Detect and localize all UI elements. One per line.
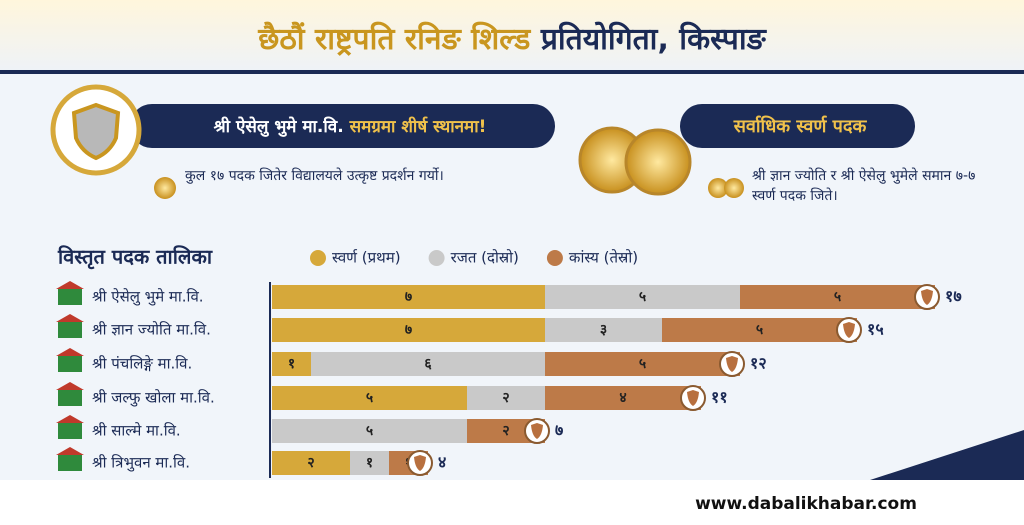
chart-title: विस्तृत पदक तालिका bbox=[57, 245, 213, 270]
bar-segment bbox=[272, 451, 350, 475]
school-icon bbox=[58, 423, 82, 439]
value-label: २ bbox=[307, 455, 314, 471]
school-roof bbox=[56, 415, 84, 423]
value-label: ७ bbox=[405, 289, 412, 305]
school-icon bbox=[58, 322, 82, 338]
corner-accent bbox=[870, 430, 1024, 480]
bar-segment bbox=[272, 386, 467, 410]
bar-segment bbox=[662, 318, 857, 342]
school-icon bbox=[58, 455, 82, 471]
heading-part: श्री ऐसेलु भुमे मा.वि. bbox=[213, 116, 344, 137]
value-label: १ bbox=[288, 356, 295, 372]
website: www.dabalikhabar.com bbox=[695, 494, 917, 514]
value-label: ५ bbox=[756, 322, 763, 338]
category-label: श्री पंचलिङ्गे मा.वि. bbox=[92, 355, 192, 373]
highlight-heading: सर्वाधिक स्वर्ण पदक bbox=[733, 115, 868, 137]
total-label: ४ bbox=[438, 453, 446, 472]
header-title: छैठौं राष्ट्रपति रनिङ शिल्ड प्रतियोगिता,… bbox=[257, 21, 767, 57]
legend-swatch bbox=[310, 250, 326, 266]
value-label: २ bbox=[502, 423, 509, 439]
value-label: ७ bbox=[405, 322, 412, 338]
bar-segment bbox=[545, 386, 701, 410]
legend-swatch bbox=[428, 250, 445, 266]
category-label: श्री ज्ञान ज्योति मा.वि. bbox=[92, 321, 211, 339]
school-roof bbox=[56, 348, 84, 356]
school-icon bbox=[58, 356, 82, 372]
legend-label: कांस्य (तेस्रो) bbox=[569, 249, 638, 267]
category-label: श्री जल्फु खोला मा.वि. bbox=[92, 389, 215, 408]
bar-segment bbox=[272, 318, 545, 342]
shield-icon bbox=[71, 102, 121, 161]
category-label: श्री ऐसेलु भुमे मा.वि. bbox=[92, 288, 204, 307]
total-shield bbox=[687, 390, 699, 406]
bar-segment bbox=[740, 285, 935, 309]
highlight-text: कुल १७ पदक जितेर विद्यालयले उत्कृष्ट प्र… bbox=[185, 168, 444, 184]
total-label: ११ bbox=[711, 388, 728, 407]
heading-part: समग्रमा शीर्ष स्थानमा! bbox=[349, 116, 487, 137]
value-label: ६ bbox=[424, 356, 432, 372]
total-label: ७ bbox=[555, 421, 563, 440]
header-rule bbox=[0, 70, 1024, 74]
bar-segment bbox=[545, 285, 740, 309]
bar-segment bbox=[467, 386, 545, 410]
bar-segment bbox=[272, 419, 467, 443]
highlight-heading: श्री ऐसेलु भुमे मा.वि. समग्रमा शीर्ष स्थ… bbox=[213, 116, 487, 137]
bar-segment bbox=[545, 352, 740, 376]
total-label: १२ bbox=[750, 354, 767, 373]
footer-band bbox=[0, 480, 1024, 525]
school-roof bbox=[56, 447, 84, 455]
value-label: २ bbox=[502, 390, 509, 406]
school-roof bbox=[56, 314, 84, 322]
total-shield bbox=[921, 289, 933, 305]
value-label: ३ bbox=[600, 322, 607, 338]
title-part: प्रतियोगिता, किस्पाङ bbox=[540, 21, 768, 57]
value-label: १ bbox=[366, 455, 373, 471]
chart: स्वर्ण (प्रथम) रजत (दोस्रो) कांस्य (तेस्रो… bbox=[56, 249, 962, 476]
medal-icon bbox=[724, 178, 744, 198]
school-roof bbox=[56, 281, 84, 289]
medal-icon bbox=[708, 178, 728, 198]
bar-segment bbox=[545, 318, 662, 342]
highlight-pill bbox=[130, 104, 555, 148]
highlight-pill bbox=[680, 104, 915, 148]
value-label: ५ bbox=[834, 289, 841, 305]
bar-segment bbox=[311, 352, 545, 376]
bar-segment bbox=[272, 352, 311, 376]
bar-segment bbox=[272, 285, 545, 309]
value-label: ४ bbox=[619, 390, 626, 406]
value-label: ५ bbox=[639, 356, 646, 372]
value-label: ५ bbox=[366, 390, 373, 406]
total-shield bbox=[414, 455, 426, 471]
header-band bbox=[0, 0, 1024, 72]
category-label: श्री त्रिभुवन मा.वि. bbox=[92, 454, 190, 473]
total-label: १५ bbox=[867, 320, 884, 339]
school-roof bbox=[56, 382, 84, 390]
highlight-text: श्री ज्ञान ज्योति र श्री ऐसेलु भुमेले सम… bbox=[752, 168, 976, 204]
total-shield bbox=[843, 322, 855, 338]
medal-icon bbox=[154, 177, 176, 199]
value-label: ५ bbox=[639, 289, 646, 305]
bar-segment bbox=[350, 451, 389, 475]
category-label: श्री साल्मे मा.वि. bbox=[92, 422, 181, 440]
school-icon bbox=[58, 289, 82, 305]
total-shield bbox=[531, 423, 543, 439]
gold-medal bbox=[624, 128, 692, 196]
school-icon bbox=[58, 390, 82, 406]
total-label: १७ bbox=[945, 287, 962, 306]
total-shield bbox=[726, 356, 738, 372]
legend-swatch bbox=[546, 250, 563, 266]
value-label: ५ bbox=[366, 423, 373, 439]
title-part: छैठौं राष्ट्रपति रनिङ शिल्ड bbox=[257, 21, 531, 57]
legend-label: रजत (दोस्रो) bbox=[451, 249, 519, 267]
legend-label: स्वर्ण (प्रथम) bbox=[332, 249, 401, 267]
